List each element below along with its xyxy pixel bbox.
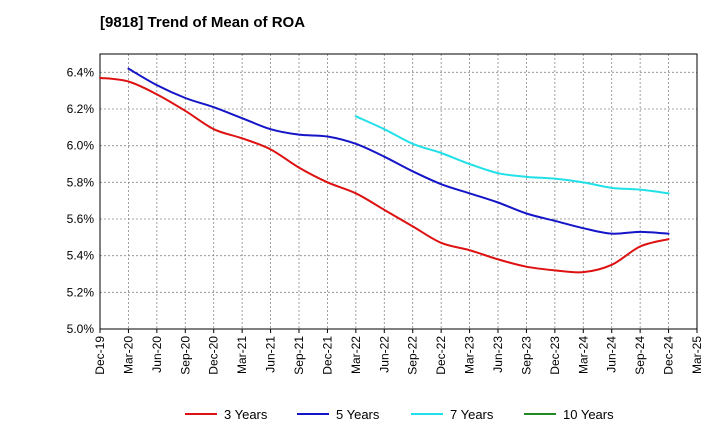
x-tick-label: Dec-22 (434, 336, 448, 375)
x-tick-label: Mar-20 (121, 336, 135, 374)
legend-label: 3 Years (224, 407, 268, 422)
y-tick-label: 6.2% (67, 102, 95, 116)
x-tick-label: Dec-20 (207, 336, 221, 375)
x-tick-label: Sep-23 (519, 336, 533, 375)
chart-title: [9818] Trend of Mean of ROA (100, 14, 306, 31)
x-tick-label: Jun-24 (605, 336, 619, 373)
y-tick-label: 5.0% (67, 322, 95, 336)
x-tick-label: Dec-23 (548, 336, 562, 375)
x-tick-label: Sep-24 (633, 336, 647, 375)
x-tick-label: Jun-22 (377, 336, 391, 373)
y-tick-label: 5.8% (67, 175, 95, 189)
legend-label: 10 Years (563, 407, 614, 422)
x-tick-label: Sep-21 (292, 336, 306, 375)
x-tick-label: Mar-23 (463, 336, 477, 374)
x-tick-label: Dec-24 (662, 336, 676, 375)
x-tick-label: Mar-24 (576, 336, 590, 374)
x-tick-label: Mar-22 (349, 336, 363, 374)
y-tick-label: 6.4% (67, 65, 95, 79)
x-tick-label: Mar-25 (690, 336, 704, 374)
y-tick-label: 6.0% (67, 139, 95, 153)
plot-frame (99, 53, 698, 330)
series-line-7-years (354, 115, 670, 195)
x-tick-label: Jun-20 (150, 336, 164, 373)
x-tick-label: Jun-21 (264, 336, 278, 373)
series-line-5-years (127, 67, 670, 235)
x-tick-label: Sep-20 (178, 336, 192, 375)
y-tick-label: 5.2% (67, 285, 95, 299)
x-tick-label: Dec-21 (320, 336, 334, 375)
y-tick-label: 5.4% (67, 249, 95, 263)
x-tick-label: Mar-21 (235, 336, 249, 374)
legend-label: 7 Years (450, 407, 494, 422)
x-tick-label: Dec-19 (93, 336, 107, 375)
x-tick-label: Sep-22 (406, 336, 420, 375)
x-tick-label: Jun-23 (491, 336, 505, 373)
y-tick-label: 5.6% (67, 212, 95, 226)
legend-label: 5 Years (336, 407, 380, 422)
series-line-3-years (99, 76, 670, 274)
